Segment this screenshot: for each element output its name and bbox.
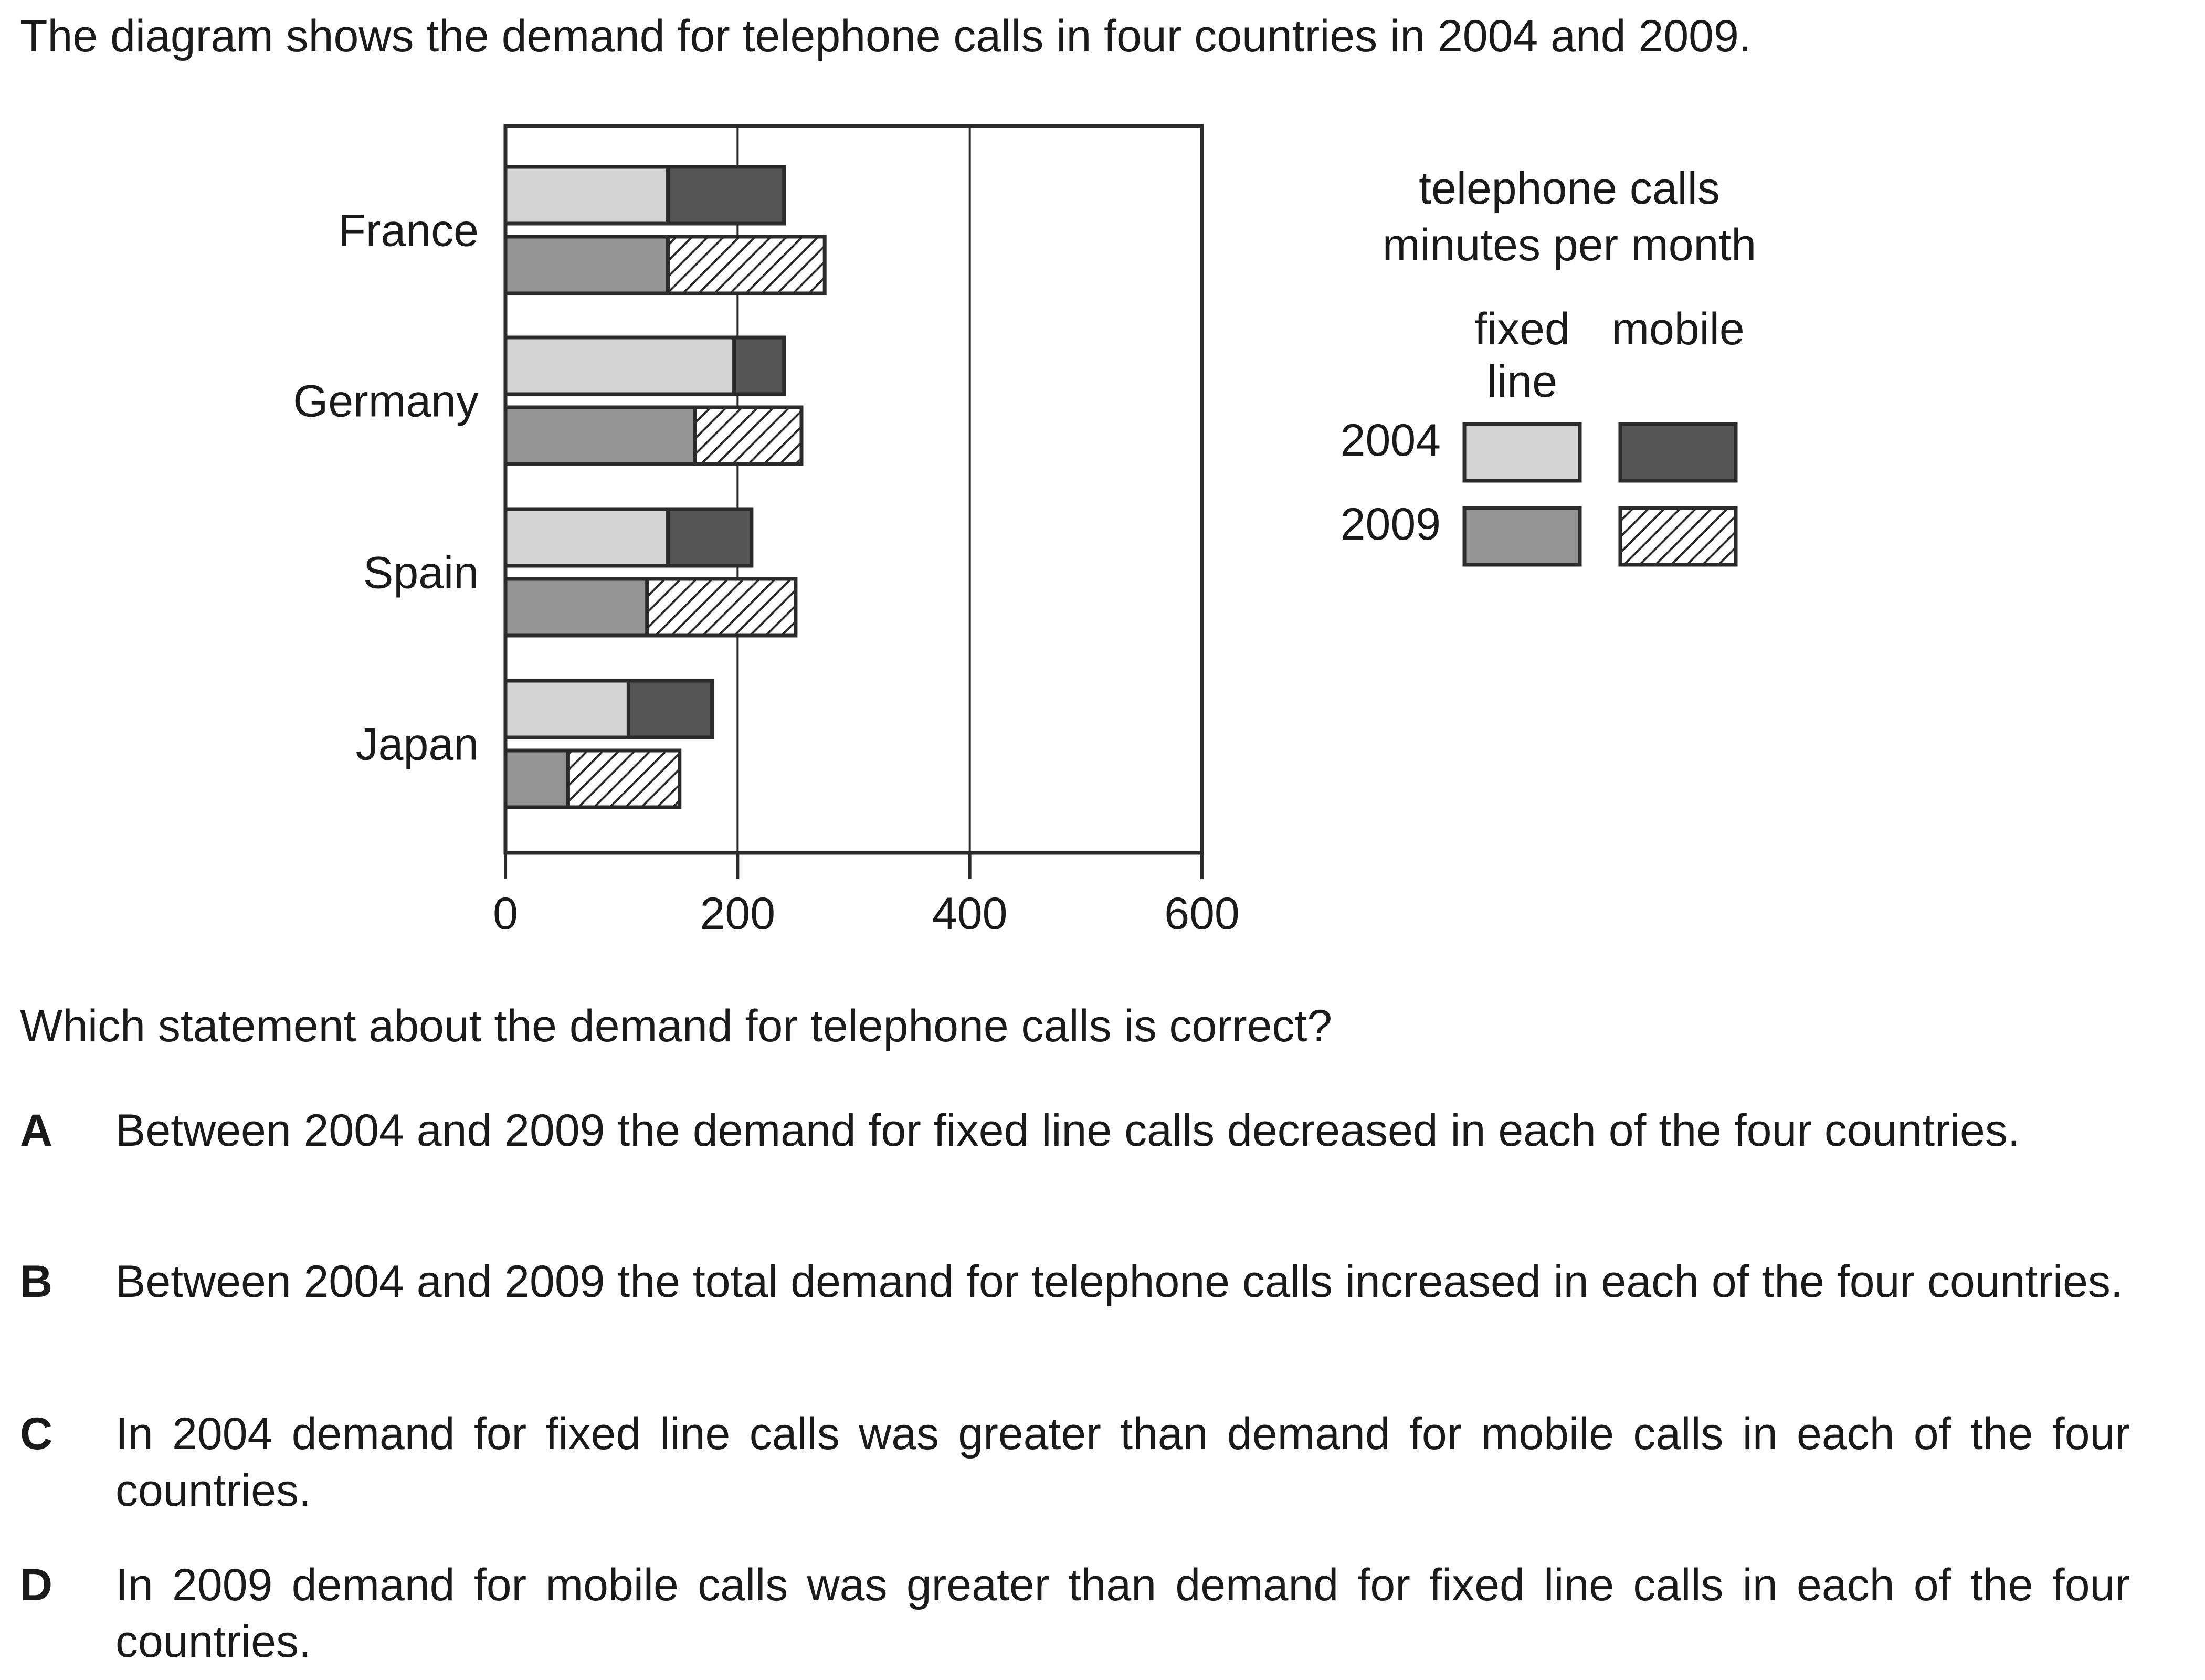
bar-spain-2004-fixed: [503, 507, 670, 568]
legend-row-label-2004: 2004: [1341, 415, 1441, 466]
bar-germany-2009-mobile: [693, 405, 804, 466]
bar-germany-2004-fixed: [503, 335, 736, 396]
legend-col-label-fixed-2: line: [1487, 356, 1557, 407]
legend-title-line-1: telephone calls: [1419, 163, 1720, 214]
category-label-spain: Spain: [363, 548, 479, 598]
category-label-japan: Japan: [356, 720, 479, 770]
bar-japan-2004-mobile: [626, 679, 714, 739]
category-label-france: France: [338, 206, 479, 256]
x-tick-label-600: 600: [1164, 889, 1240, 939]
option-a-text: Between 2004 and 2009 the demand for fix…: [115, 1105, 2020, 1156]
legend-row-label-2009: 2009: [1341, 499, 1441, 550]
legend-swatch-mobile-2004: [1618, 422, 1738, 483]
x-tick-label-0: 0: [493, 889, 518, 939]
option-b-text: Between 2004 and 2009 the total demand f…: [115, 1256, 2123, 1307]
bar-japan-2009-mobile: [566, 748, 682, 809]
intro-text: The diagram shows the demand for telepho…: [20, 11, 1752, 61]
bar-france-2004-fixed: [503, 165, 670, 226]
plot-frame: [503, 124, 1204, 855]
option-a-letter: A: [20, 1105, 53, 1156]
option-c-letter: C: [20, 1409, 53, 1459]
x-tick-label-200: 200: [700, 889, 776, 939]
bar-spain-2009-mobile: [645, 577, 798, 638]
legend-title-line-2: minutes per month: [1383, 220, 1756, 270]
bar-france-2004-mobile: [666, 165, 786, 226]
bar-germany-2004-mobile: [732, 335, 786, 396]
legend-swatch-fixed-2004: [1462, 422, 1582, 483]
legend-col-label-mobile-1: mobile: [1611, 304, 1744, 354]
bar-japan-2004-fixed: [503, 679, 630, 739]
bar-france-2009-fixed: [503, 235, 670, 295]
legend-col-label-fixed-1: fixed: [1474, 304, 1570, 354]
option-b-letter: B: [20, 1256, 53, 1307]
legend-swatch-mobile-2009: [1618, 506, 1738, 567]
bar-france-2009-mobile: [666, 235, 827, 295]
question-text: Which statement about the demand for tel…: [20, 1001, 1333, 1051]
bar-spain-2009-fixed: [503, 577, 649, 638]
telephone-calls-chart: France Germany Spain Japan 0 200 400 600 teleph…: [293, 124, 1756, 939]
category-label-germany: Germany: [293, 376, 479, 427]
option-d-letter: D: [20, 1560, 53, 1610]
bar-japan-2009-fixed: [503, 748, 570, 809]
x-tick-label-400: 400: [932, 889, 1008, 939]
legend-swatch-fixed-2009: [1462, 506, 1582, 567]
bar-spain-2004-mobile: [666, 507, 754, 568]
option-d-text: In 2009 demand for mobile calls was grea…: [115, 1560, 2130, 1667]
bar-germany-2009-fixed: [503, 405, 697, 466]
option-c-text: In 2004 demand for fixed line calls was …: [115, 1409, 2130, 1516]
